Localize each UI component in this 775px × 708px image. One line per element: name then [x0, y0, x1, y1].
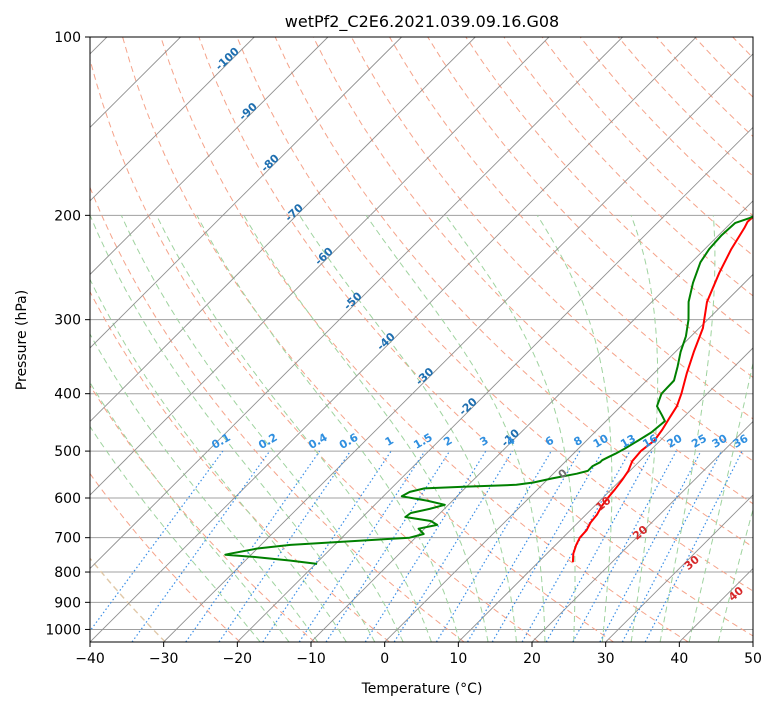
mixing-ratio-line [218, 450, 351, 642]
chart-title: wetPf2_C2E6.2021.039.09.16.G08 [285, 12, 559, 32]
moist-adiabat-line [536, 215, 613, 642]
isotherm-line [90, 37, 476, 423]
y-tick-label: 800 [54, 565, 81, 581]
y-tick-label: 200 [54, 208, 81, 224]
x-axis: −40 −30 −20 −10 0 10 20 30 40 50 [75, 642, 762, 667]
mixing-ratio-line [435, 450, 552, 642]
y-tick-label: 100 [54, 30, 81, 46]
plot-area: -100-90-80-70-60-50-40-30-20-10 0.1 0.2 0.… [90, 37, 753, 642]
moist-adiabat-line [365, 215, 546, 642]
mixing-ratio-line [185, 450, 321, 642]
isobar-lines [90, 37, 753, 630]
y-tick-label: 400 [54, 387, 81, 403]
isotherm-line [90, 37, 697, 642]
dry-adiabat-line [236, 37, 753, 592]
isotherm-line [310, 200, 753, 642]
y-tick-label: 1000 [45, 622, 81, 638]
dry-adiabat-line [122, 37, 614, 642]
dry-adiabat-line [90, 384, 316, 642]
moist-adiabat-line [156, 215, 432, 642]
isotherm-line [163, 53, 753, 642]
x-tick-label: 30 [597, 651, 615, 667]
y-tick-label: 700 [54, 531, 81, 547]
x-tick-label: 0 [380, 651, 389, 667]
moist-adiabat-line [445, 215, 576, 642]
x-tick-label: 50 [744, 651, 762, 667]
dry-adiabat-line [90, 290, 390, 642]
mixing-ratio-line [393, 450, 513, 642]
moist-adiabat-line [90, 381, 290, 642]
plot-frame [89, 36, 754, 643]
mixing-ratio-line [131, 450, 271, 642]
x-tick-label: −30 [149, 651, 179, 667]
x-tick-label: −20 [223, 651, 253, 667]
dry-adiabat-line [312, 37, 753, 505]
isotherm-line [605, 494, 753, 642]
y-axis-label: Pressure (hPa) [14, 290, 30, 390]
x-tick-label: −10 [296, 651, 326, 667]
mixing-ratio-line [491, 450, 604, 642]
isotherm-line [90, 37, 255, 202]
dry-adiabat-line [389, 37, 753, 420]
dewpoint-line [224, 215, 753, 565]
isotherm-line [531, 420, 753, 642]
isotherm-line [90, 37, 550, 496]
moist-adiabat-line [659, 215, 716, 642]
moist-adiabat-line [90, 333, 319, 642]
dry-adiabat-line [503, 37, 753, 297]
isotherm-line [90, 37, 402, 349]
sounding-series [224, 215, 753, 565]
moist-adiabat-line [90, 425, 261, 642]
isotherm-line [90, 37, 623, 570]
mixing-ratio-line [466, 450, 581, 642]
moist-adiabat-line [120, 215, 404, 642]
x-tick-label: −40 [75, 651, 105, 667]
mixing-ratio-lines [90, 450, 743, 642]
isotherm-lines [90, 37, 753, 642]
isotherm-line [90, 37, 329, 276]
isotherm-line [458, 347, 753, 642]
y-tick-label: 500 [54, 444, 81, 460]
y-axis: 100 200 300 400 500 600 700 800 900 1000 [45, 30, 90, 638]
x-tick-label: 10 [449, 651, 467, 667]
mixing-ratio-line [599, 450, 702, 642]
y-tick-label: 900 [54, 595, 81, 611]
moist-adiabat-line [90, 278, 347, 642]
mixing-ratio-line [545, 450, 653, 642]
x-tick-label: 40 [670, 651, 688, 667]
dry-adiabat-line [350, 37, 753, 462]
mixing-ratio-line [521, 450, 631, 642]
temperature-line [571, 215, 753, 563]
dry-adiabat-line [274, 37, 753, 548]
mixing-ratio-line [572, 450, 677, 642]
dry-adiabat-line [90, 186, 465, 642]
dry-adiabat-line [90, 472, 241, 642]
isotherm-line [384, 273, 753, 642]
y-tick-label: 600 [54, 491, 81, 507]
moist-adiabat-line [630, 215, 659, 642]
y-tick-label: 300 [54, 313, 81, 329]
dry-adiabat-line [427, 37, 753, 379]
dry-adiabat-line [465, 37, 753, 338]
moist-adiabat-line [90, 215, 376, 642]
x-axis-label: Temperature (°C) [361, 681, 483, 697]
x-tick-label: 20 [523, 651, 541, 667]
dry-adiabat-line [90, 57, 540, 642]
mixing-ratio-line [364, 450, 487, 642]
